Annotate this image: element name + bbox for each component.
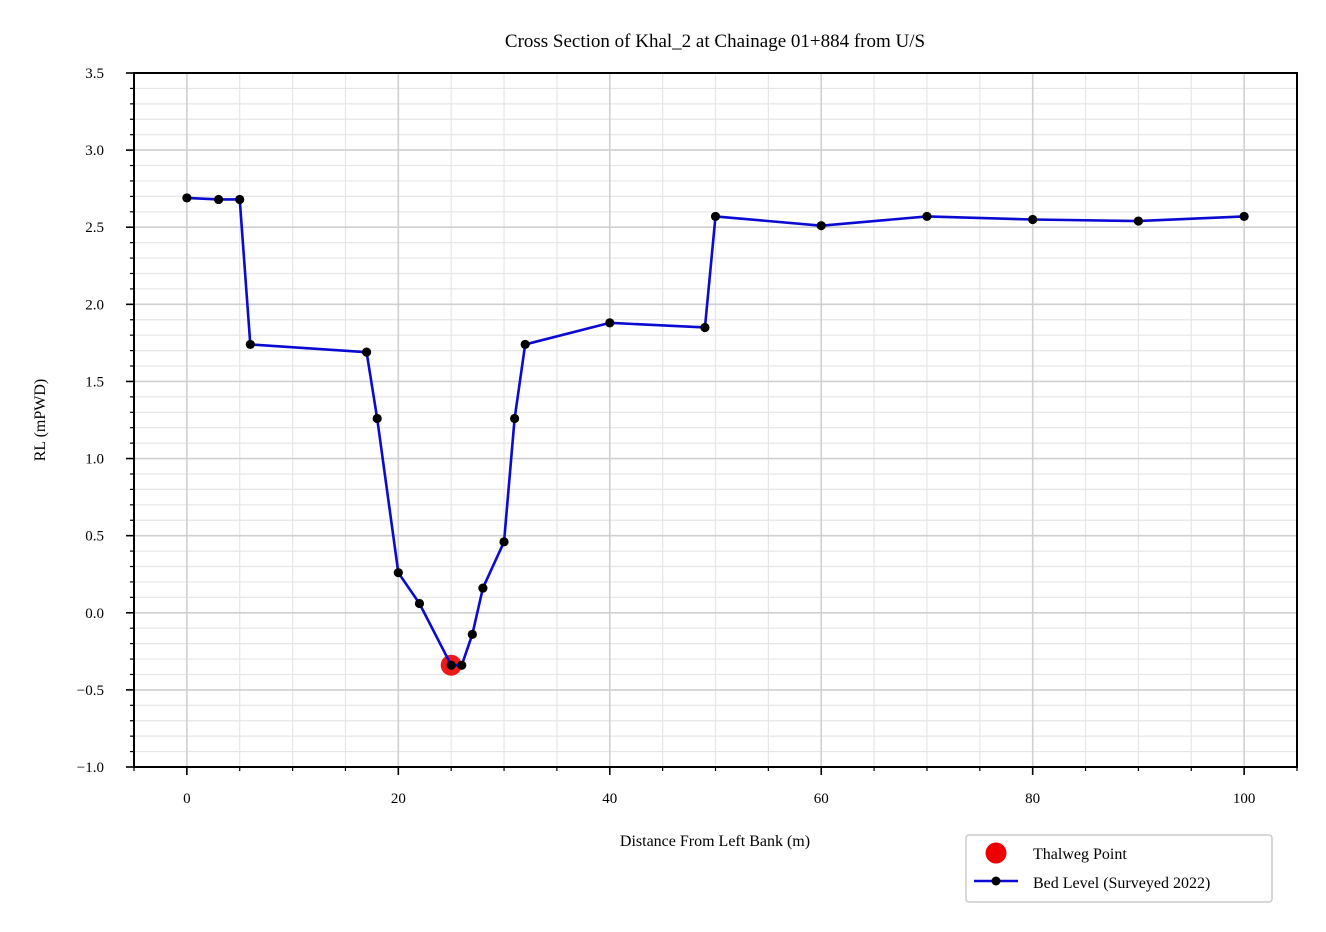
legend-thalweg-label: Thalweg Point xyxy=(1033,846,1127,863)
legend-box xyxy=(965,834,1273,903)
y-tick-label: 2.5 xyxy=(85,220,104,236)
bed-level-point xyxy=(520,339,530,350)
bed-level-point xyxy=(1239,211,1249,222)
bed-level-point xyxy=(1133,216,1144,226)
bed-level-point xyxy=(235,194,245,205)
bed-level-point xyxy=(478,583,488,593)
bed-level-point xyxy=(213,194,224,205)
x-tick-label: 60 xyxy=(814,791,829,807)
bed-level-point xyxy=(467,629,477,639)
bed-level-point xyxy=(414,598,425,609)
bed-level-point xyxy=(499,537,509,547)
legend: Thalweg Point Bed Level (Surveyed 2022) xyxy=(965,834,1273,903)
x-tick-label: 0 xyxy=(183,791,191,807)
x-tick-label: 80 xyxy=(1025,791,1040,807)
bed-level-point xyxy=(510,413,520,424)
bed-level-point xyxy=(393,568,403,578)
bed-level-point xyxy=(362,347,372,357)
y-axis-title: RL (mPWD) xyxy=(32,379,49,462)
bed-level-point xyxy=(700,322,710,333)
legend-thalweg-marker xyxy=(985,842,1007,864)
minor-grid xyxy=(133,73,1298,767)
x-tick-label: 20 xyxy=(391,791,406,807)
y-tick-label: 3.0 xyxy=(85,143,104,159)
bed-level-point xyxy=(710,211,721,222)
x-tick-label: 100 xyxy=(1233,791,1256,807)
bed-level-point xyxy=(1028,214,1038,225)
y-tick-label: 1.0 xyxy=(85,452,104,468)
y-tick-label: 3.5 xyxy=(85,66,104,82)
x-tick-label: 40 xyxy=(602,791,617,807)
x-axis-title: Distance From Left Bank (m) xyxy=(620,833,810,850)
y-tick-label: −1.0 xyxy=(77,760,104,776)
y-tick-label: 0.5 xyxy=(85,529,104,545)
y-tick-label: 2.0 xyxy=(85,297,104,313)
bed-level-point xyxy=(457,660,467,670)
y-tick-label: 1.5 xyxy=(85,374,104,390)
legend-bed-level-marker xyxy=(991,876,1001,886)
chart-title: Cross Section of Khal_2 at Chainage 01+8… xyxy=(505,31,925,52)
axis-ticks: 0 20 40 60 80 100 −1.0 −0.5 0.0 0.5 1.0 1.5 2.0 2.5 3.… xyxy=(77,66,1298,807)
legend-bed-level-label: Bed Level (Surveyed 2022) xyxy=(1033,875,1210,892)
y-tick-label: −0.5 xyxy=(77,683,104,699)
y-tick-label: 0.0 xyxy=(85,606,104,622)
bed-level-point xyxy=(182,193,192,203)
bed-level-point xyxy=(816,221,826,231)
bed-level-point xyxy=(922,211,932,222)
bed-level-point xyxy=(446,660,456,670)
bed-level-point xyxy=(372,413,382,424)
bed-level-point xyxy=(245,339,255,350)
series-layer xyxy=(182,193,1249,676)
bed-level-point xyxy=(605,318,615,328)
